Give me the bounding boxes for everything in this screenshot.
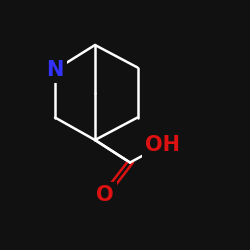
Text: O: O	[96, 185, 114, 205]
Text: N: N	[46, 60, 64, 80]
Text: OH: OH	[145, 135, 180, 155]
